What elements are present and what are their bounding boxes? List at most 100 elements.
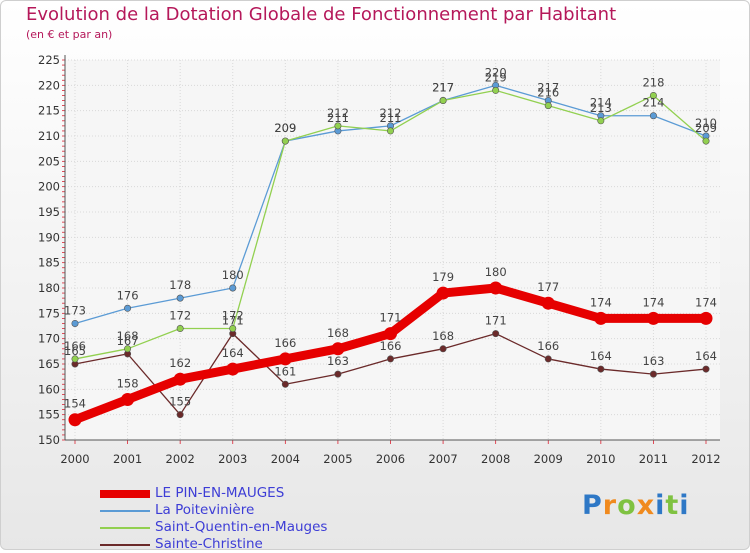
data-label: 216 [537,86,559,100]
data-point [173,372,187,386]
legend-swatch [100,490,150,498]
data-label: 171 [485,314,507,328]
data-point [278,352,292,366]
y-tick-label: 210 [38,129,60,143]
data-label: 210 [695,116,717,130]
logo-letter: P [582,490,603,521]
data-point [281,137,289,145]
x-tick-label: 2010 [586,452,615,466]
data-label: 155 [169,395,191,409]
data-label: 163 [642,354,664,368]
x-tick-label: 2005 [323,452,352,466]
data-label: 177 [537,280,559,294]
data-label: 180 [485,265,507,279]
data-label: 174 [642,295,664,309]
data-label: 209 [274,121,296,135]
data-point [71,319,79,327]
data-label: 172 [222,309,244,323]
data-point [124,345,132,353]
x-tick-label: 2012 [691,452,720,466]
data-label: 167 [117,334,139,348]
data-label: 220 [485,65,507,79]
x-tick-label: 2007 [428,452,457,466]
data-point [702,365,710,373]
data-label: 219 [485,70,507,84]
data-point [176,411,184,419]
data-point [71,355,79,363]
data-label: 166 [274,336,296,350]
data-point [439,345,447,353]
logo-letter: i [679,490,690,521]
data-point [439,97,447,105]
data-point [492,330,500,338]
y-tick-label: 150 [38,433,60,447]
data-label: 218 [642,75,664,89]
data-label: 211 [380,111,402,125]
data-label: 173 [64,303,86,317]
data-point [68,413,82,427]
legend-label: Saint-Quentin-en-Mauges [155,519,328,535]
data-label: 214 [642,96,664,110]
data-label: 209 [274,121,296,135]
data-label: 214 [590,96,612,110]
y-tick-label: 185 [38,256,60,270]
data-label: 180 [222,268,244,282]
y-tick-label: 190 [38,230,60,244]
legend-label: La Poitevinière [155,502,255,518]
y-tick-label: 165 [38,357,60,371]
legend-label: Sainte-Christine [155,536,263,552]
data-point [386,355,394,363]
data-label: 171 [222,314,244,328]
data-label: 164 [695,349,717,363]
data-point [541,296,555,310]
x-tick-label: 2003 [218,452,247,466]
data-label: 176 [117,288,139,302]
data-point [489,281,503,295]
data-label: 171 [380,311,402,325]
data-label: 212 [380,106,402,120]
data-point [176,294,184,302]
y-tick-label: 205 [38,154,60,168]
data-label: 166 [380,339,402,353]
data-point [386,127,394,135]
data-label: 212 [327,106,349,120]
data-label: 161 [274,364,296,378]
data-point [699,311,713,325]
data-label: 217 [432,81,454,95]
logo-letter: r [602,490,618,521]
data-point [649,91,657,99]
y-tick-label: 225 [38,53,60,67]
chart-subtitle: (en € et par an) [26,28,113,41]
y-tick-label: 220 [38,78,60,92]
data-point [124,304,132,312]
data-label: 217 [537,81,559,95]
data-label: 213 [590,101,612,115]
data-label: 163 [327,354,349,368]
data-point [492,86,500,94]
data-point [334,370,342,378]
y-tick-label: 170 [38,332,60,346]
data-point [281,380,289,388]
y-tick-label: 200 [38,180,60,194]
legend-swatch [100,544,150,546]
logo-letter: x [636,490,656,521]
data-point [176,325,184,333]
x-tick-label: 2008 [481,452,510,466]
data-label: 179 [432,270,454,284]
data-point [544,102,552,110]
legend-label: LE PIN-EN-MAUGES [155,485,285,501]
data-label: 211 [327,111,349,125]
data-label: 168 [327,326,349,340]
data-label: 209 [695,121,717,135]
y-tick-label: 195 [38,205,60,219]
y-tick-label: 180 [38,281,60,295]
data-point [226,362,240,376]
data-point [544,355,552,363]
data-point [597,117,605,125]
x-tick-label: 2009 [534,452,563,466]
data-label: 166 [64,339,86,353]
x-tick-label: 2004 [271,452,300,466]
y-tick-label: 160 [38,382,60,396]
data-label: 164 [222,346,244,360]
